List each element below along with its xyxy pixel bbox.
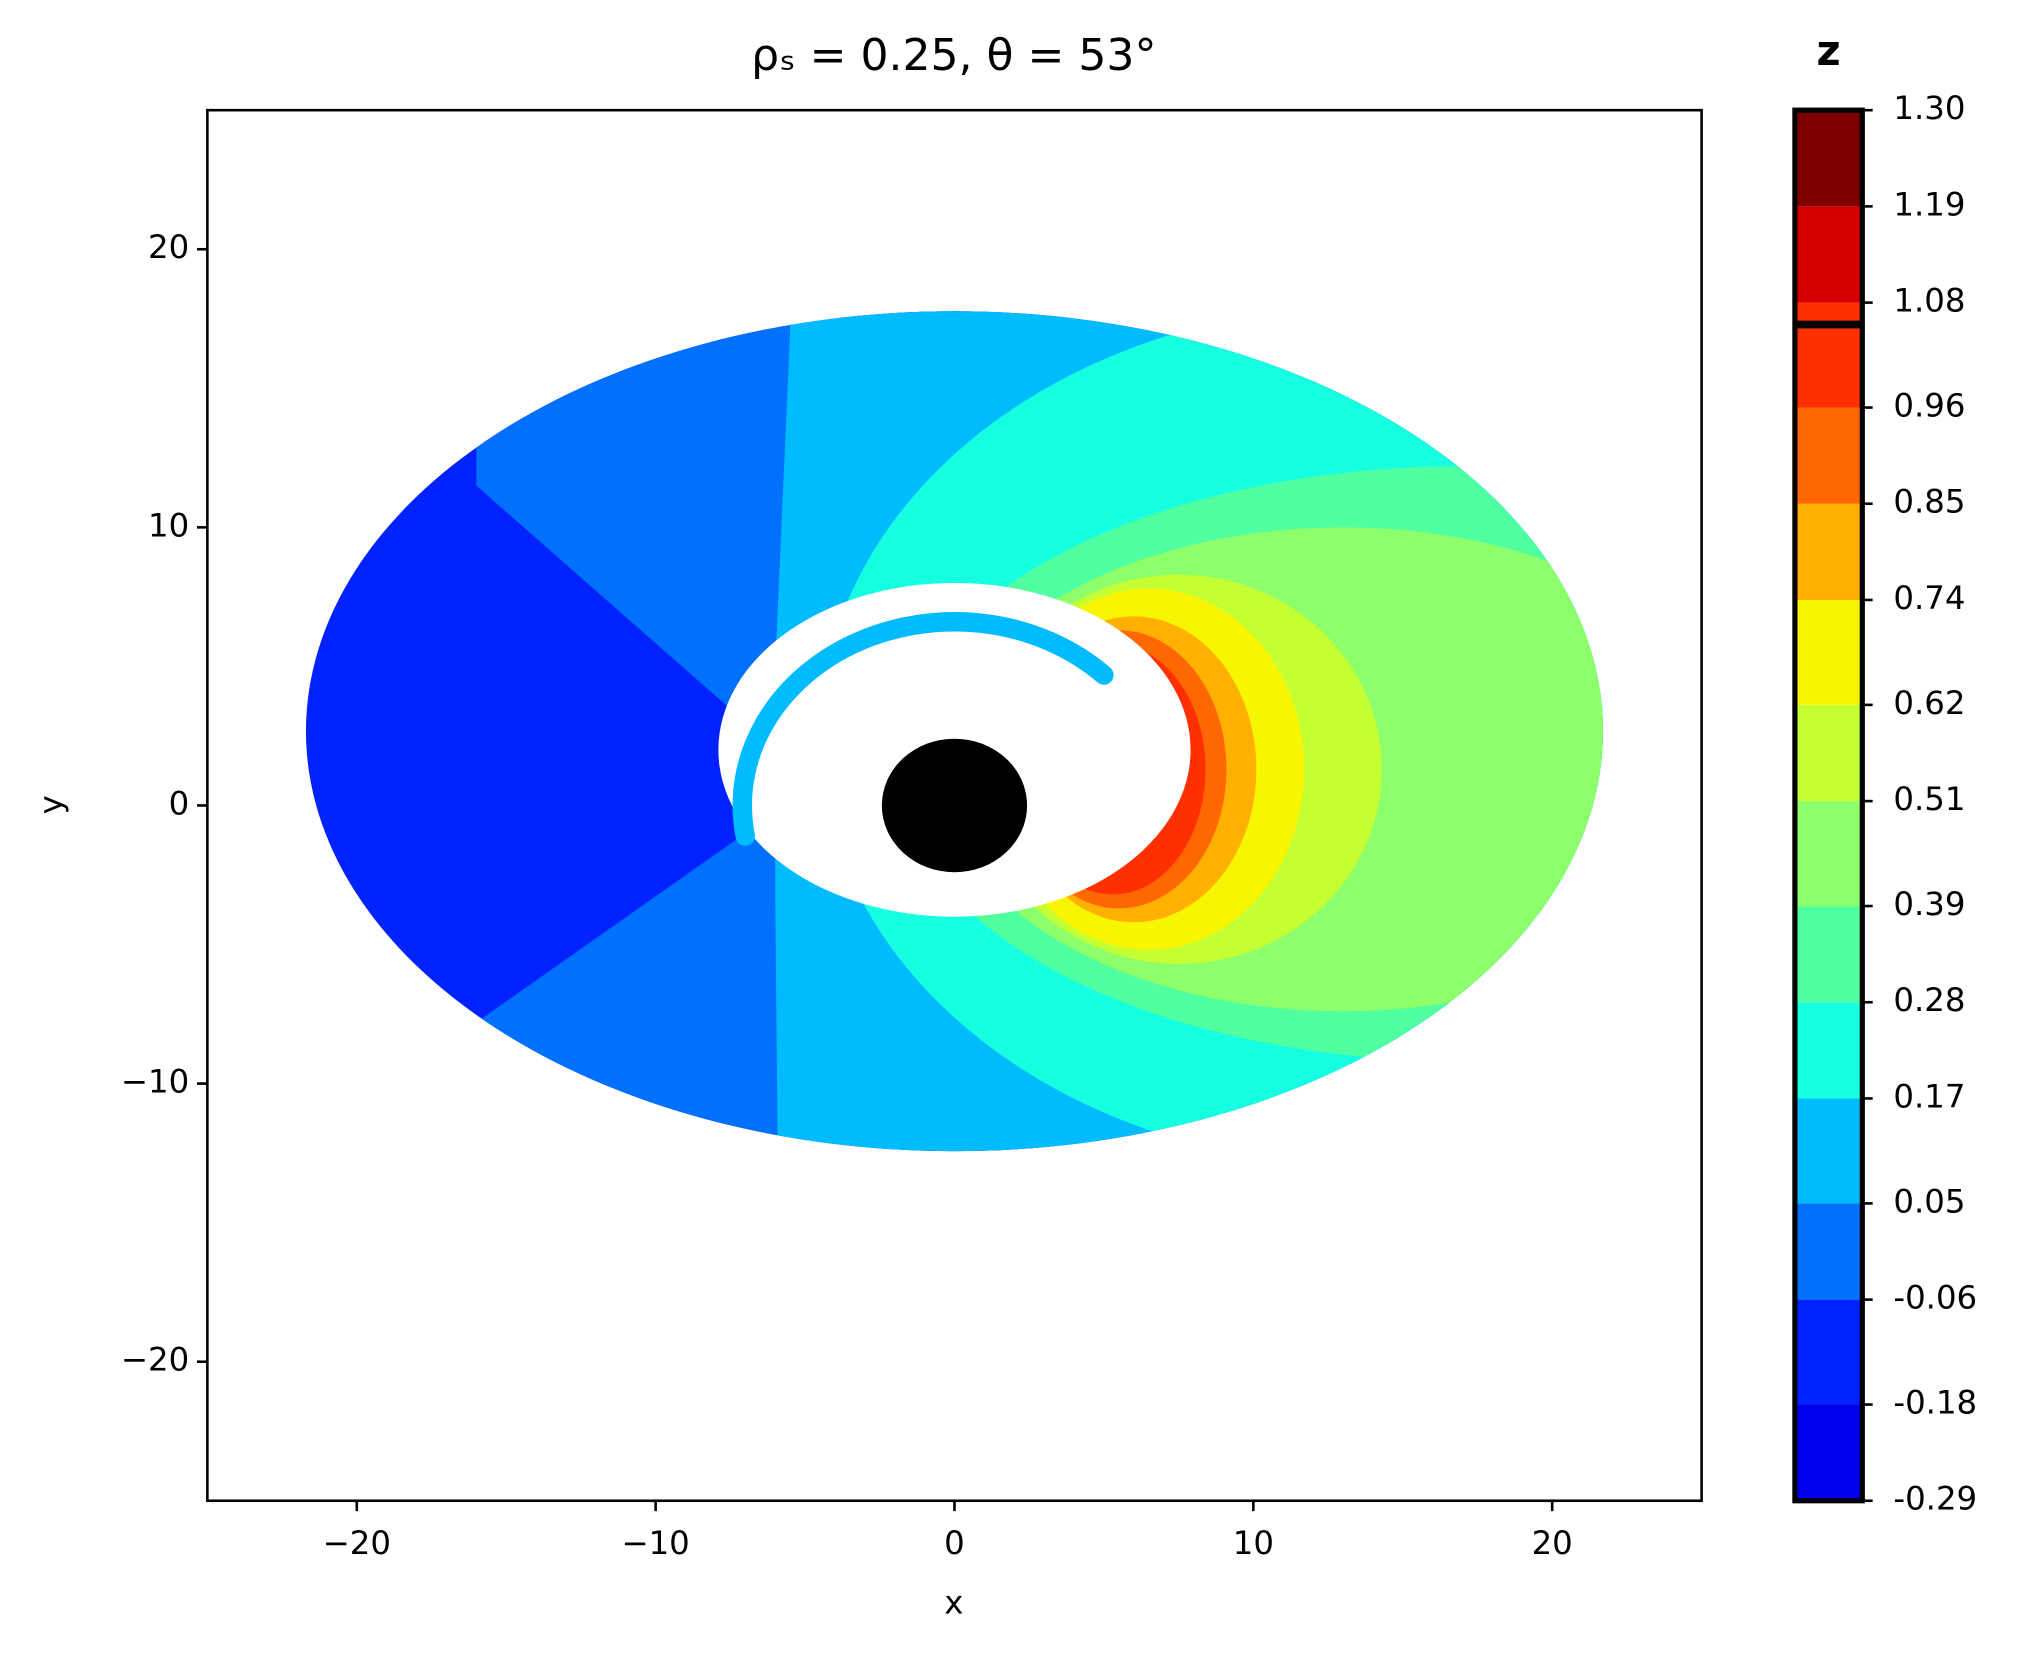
colorbar-tick-label: 0.28 [1893,981,1965,1019]
colorbar-tick-label: 0.05 [1893,1182,1965,1220]
colorbar-tick-label: 0.62 [1893,684,1965,722]
colorbar-band [1794,1203,1863,1300]
colorbar-band [1794,599,1863,705]
y-tick-label: 0 [169,784,190,822]
colorbar-band [1794,906,1863,1003]
colorbar-band [1794,1098,1863,1204]
colorbar-tick-label: -0.29 [1893,1480,1977,1518]
colorbar-tick-label: 0.17 [1893,1077,1965,1115]
y-tick-label: −10 [121,1063,189,1101]
colorbar-label: z [1817,27,1841,75]
shadow [881,738,1028,873]
colorbar-band [1794,206,1863,303]
colorbar-tick-label: 1.08 [1893,282,1965,320]
colorbar-tick-label: 0.96 [1893,387,1965,425]
colorbar-tick-label: -0.18 [1893,1384,1977,1422]
colorbar-tick-label: 0.74 [1893,579,1965,617]
colorbar-band [1794,503,1863,600]
colorbar-band [1794,302,1863,408]
colorbar-band [1794,110,1863,207]
x-tick-label: 20 [1532,1524,1573,1562]
y-tick-label: −20 [121,1341,189,1379]
colorbar-tick-label: 0.85 [1893,483,1965,521]
x-tick-label: 10 [1233,1524,1274,1562]
y-tick-label: 10 [148,506,189,544]
colorbar-band [1794,407,1863,504]
x-axis-label: x [944,1584,963,1622]
y-axis-label: y [32,795,70,814]
colorbar-frame [1792,107,1865,1504]
colorbar-band [1794,1299,1863,1405]
x-tick-label: −10 [621,1524,689,1562]
contour-region [732,612,1114,846]
colorbar-tick-label: 0.39 [1893,885,1965,923]
colorbar-band [1794,801,1863,907]
colorbar-band [1794,1002,1863,1099]
colorbar-tick-label: 0.51 [1893,780,1965,818]
x-tick-label: −20 [323,1524,391,1562]
x-tick-label: 0 [944,1524,965,1562]
chart-title: ρₛ = 0.25, θ = 53° [751,30,1156,81]
y-tick-label: 20 [148,228,189,266]
colorbar-tick-label: -0.06 [1893,1279,1977,1317]
colorbar-tick-label: 1.30 [1893,89,1965,127]
colorbar-tick-label: 1.19 [1893,185,1965,223]
colorbar-band [1794,704,1863,802]
colorbar-band [1794,1404,1863,1501]
